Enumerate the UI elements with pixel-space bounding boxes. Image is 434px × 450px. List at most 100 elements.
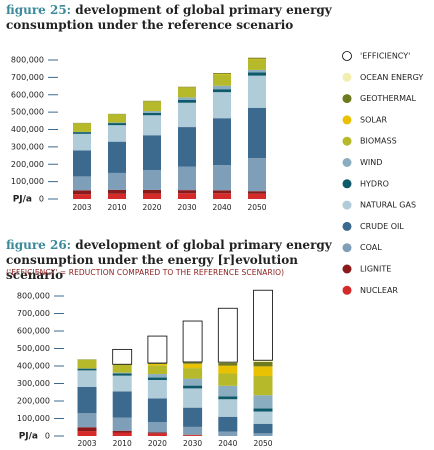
bar-segment — [147, 363, 167, 366]
bar-segment — [218, 431, 238, 436]
bar-segment — [143, 101, 161, 112]
bar-segment — [178, 97, 196, 100]
x-tick-label: 2050 — [253, 439, 272, 448]
bar-segment — [77, 431, 97, 436]
bar-segment — [253, 395, 273, 409]
legend-marker — [342, 285, 352, 295]
bar-segment — [182, 320, 203, 363]
bar-segment — [143, 135, 161, 170]
bar-segment — [183, 388, 203, 408]
bar-segment — [178, 127, 196, 167]
bar-segment — [77, 387, 97, 414]
bar-segment — [183, 407, 203, 427]
legend-marker — [342, 94, 352, 104]
bar-segment — [213, 73, 231, 74]
bar-segment — [143, 100, 161, 102]
legend-label: COAL — [360, 243, 382, 252]
bar-segment — [183, 385, 203, 389]
figure-title: figure 25: development of global primary… — [6, 3, 336, 33]
bar-segment — [253, 366, 273, 376]
bar-segment — [218, 416, 238, 432]
bar-segment — [248, 58, 266, 60]
bar-segment — [77, 427, 97, 432]
bar-segment — [253, 408, 273, 412]
bar-segment — [112, 372, 132, 374]
bar-segment — [213, 85, 231, 90]
bar-segment — [218, 373, 238, 386]
y-tick-label: 300,000 — [11, 142, 44, 151]
subtitle: ('EFFICIENCY' = REDUCTION COMPARED TO TH… — [6, 268, 285, 277]
bar-segment — [213, 118, 231, 166]
bar-segment — [213, 165, 231, 191]
bar-segment — [143, 193, 161, 199]
bar-segment — [112, 348, 133, 365]
bar-segment — [178, 102, 196, 128]
bar-segment — [248, 57, 266, 59]
bar-segment — [73, 132, 91, 134]
bar-segment — [108, 123, 126, 126]
legend-label: LIGNITE — [360, 265, 391, 274]
bar-segment — [248, 191, 266, 194]
bar-segment — [183, 362, 203, 364]
bar-segment — [178, 87, 196, 98]
bar-segment — [253, 375, 273, 396]
y-tick-label: 200,000 — [11, 160, 44, 169]
bar-segment — [213, 190, 231, 194]
bar-segment — [178, 166, 196, 191]
bar-segment — [183, 435, 203, 436]
bar-segment — [73, 176, 91, 191]
bar-segment — [147, 422, 167, 433]
legend-label: HYDRO — [360, 179, 389, 188]
legend-label: WIND — [360, 158, 382, 167]
x-tick-label: 2050 — [247, 203, 266, 212]
bar-segment — [183, 368, 203, 379]
bar-segment — [218, 363, 238, 366]
bar-segment — [143, 115, 161, 136]
x-tick-label: 2020 — [148, 439, 167, 448]
bar-segment — [112, 430, 132, 433]
x-tick-label: 2010 — [107, 203, 126, 212]
bar-segment — [218, 365, 238, 374]
bar-segment — [108, 125, 126, 142]
bar-segment — [108, 172, 126, 190]
bar-segment — [183, 378, 203, 386]
legend-label: CRUDE OIL — [360, 222, 404, 231]
title-text: development of global primary energy con… — [6, 3, 332, 32]
y-tick-label: 600,000 — [11, 90, 44, 99]
legend-marker — [342, 200, 352, 210]
bar-segment — [147, 398, 167, 422]
x-tick-label: 2030 — [183, 439, 202, 448]
y-tick-label: 600,000 — [17, 327, 50, 336]
y-tick-label: 0 — [45, 432, 50, 441]
bar-segment — [73, 150, 91, 177]
bar-segment — [147, 380, 167, 399]
bar-segment — [143, 169, 161, 190]
legend-label: NUCLEAR — [360, 286, 398, 295]
bar-segment — [147, 335, 168, 364]
y-tick-label: 700,000 — [11, 73, 44, 82]
y-unit-label: PJ/a — [19, 432, 38, 442]
bar-segment — [248, 75, 266, 108]
bar-segment — [77, 368, 97, 371]
figure-title: figure 26: development of global primary… — [6, 238, 336, 283]
legend-marker — [342, 243, 352, 253]
y-tick-label: 100,000 — [17, 414, 50, 423]
x-tick-label: 2003 — [77, 439, 96, 448]
bar-segment — [112, 375, 132, 392]
legend-marker — [342, 72, 352, 82]
bar-segment — [213, 193, 231, 199]
bar-segment — [112, 391, 132, 418]
bar-segment — [248, 59, 266, 70]
legend-label: OCEAN ENERGY — [360, 73, 423, 82]
bar-segment — [143, 111, 161, 113]
bar-segment — [147, 363, 167, 364]
bar-segment — [253, 411, 273, 424]
bar-segment — [77, 413, 97, 428]
legend-label: 'EFFICIENCY' — [360, 52, 410, 61]
y-tick-label: 100,000 — [11, 177, 44, 186]
y-tick-label: 300,000 — [17, 379, 50, 388]
bar-segment — [147, 433, 167, 436]
bar-segment — [248, 72, 266, 76]
y-tick-label: 200,000 — [17, 397, 50, 406]
